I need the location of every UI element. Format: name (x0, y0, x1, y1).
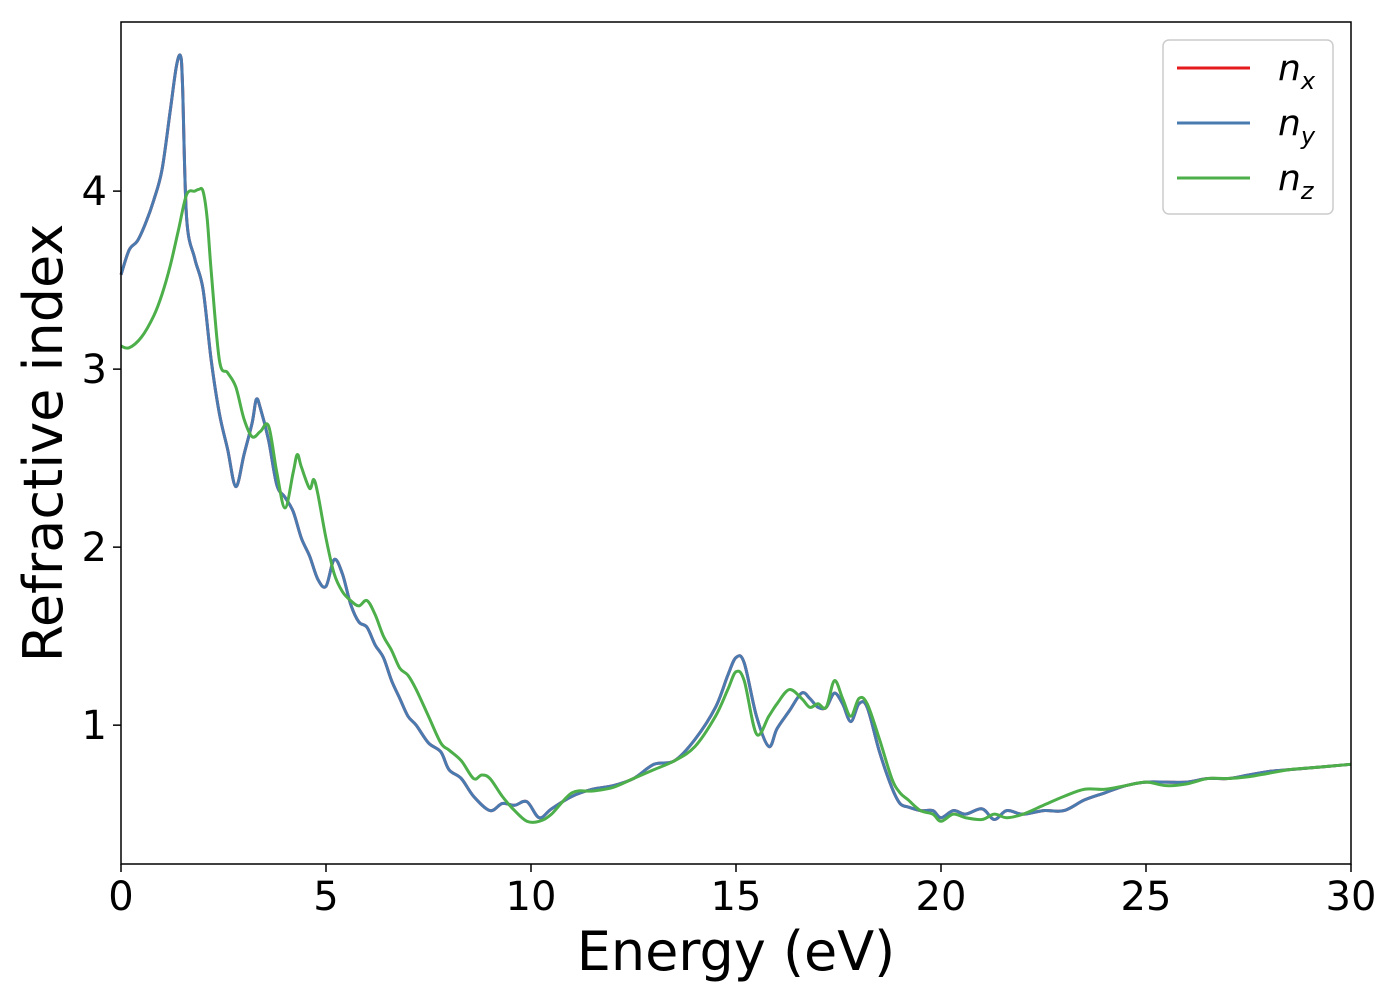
x-axis-ticks: 0 5 10 15 20 25 30 (108, 864, 1376, 920)
legend-box (1162, 39, 1334, 215)
series-line-n-y (119, 53, 1352, 821)
y-axis-title: Refractive index (12, 224, 75, 663)
x-tick-label: 20 (916, 874, 967, 920)
x-tick-label: 15 (711, 874, 762, 920)
x-axis-title: Energy (eV) (577, 920, 896, 983)
x-tick-label: 10 (506, 874, 557, 920)
series-line-n-z (120, 186, 1352, 824)
series-layer (119, 53, 1352, 824)
y-tick-label: 3 (82, 347, 107, 393)
x-tick-label: 0 (108, 874, 133, 920)
y-tick-label: 4 (82, 169, 107, 215)
legend-label-n-y: ny (1278, 103, 1316, 150)
legend: nx ny nz (1162, 39, 1334, 215)
legend-label-n-z: nz (1278, 158, 1315, 205)
y-tick-label: 2 (82, 525, 107, 571)
x-tick-label: 5 (313, 874, 338, 920)
y-axis-ticks: 1 2 3 4 (82, 169, 121, 749)
x-tick-label: 30 (1326, 874, 1377, 920)
legend-label-n-x: nx (1278, 48, 1316, 95)
x-tick-label: 25 (1121, 874, 1172, 920)
y-tick-label: 1 (82, 703, 107, 749)
